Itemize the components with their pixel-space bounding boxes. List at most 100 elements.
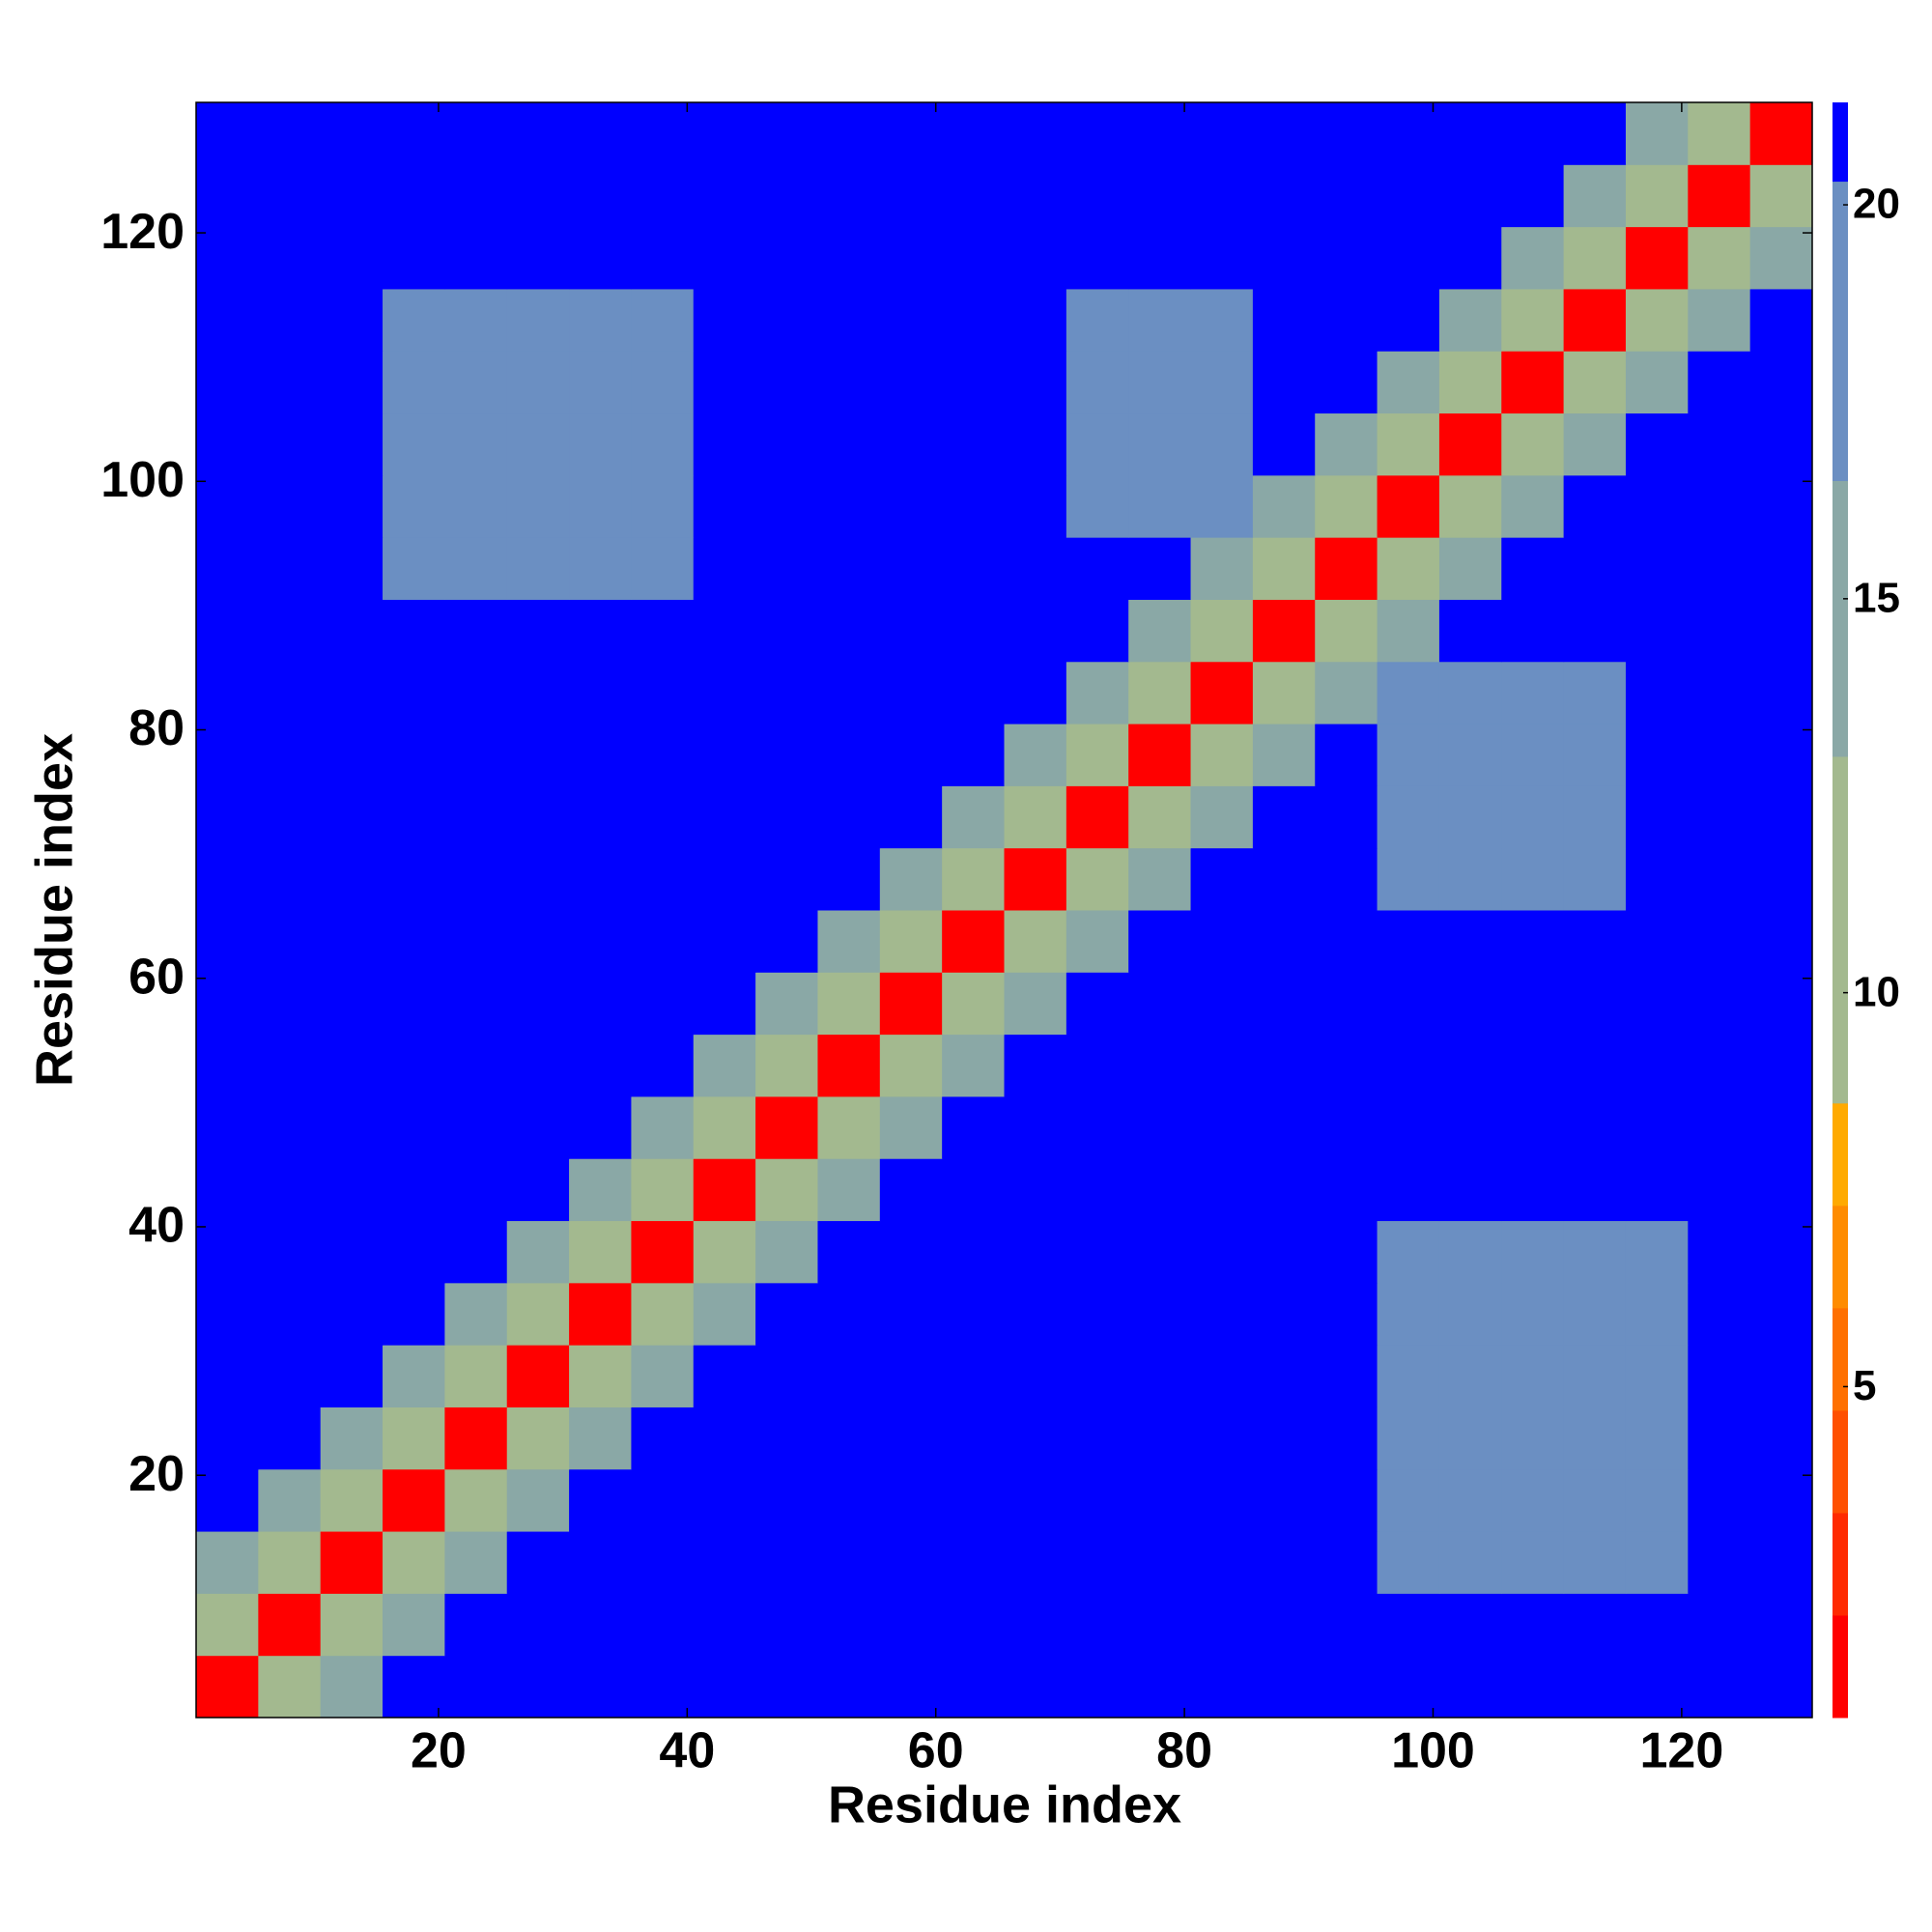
heatmap-cell bbox=[1625, 537, 1689, 600]
heatmap-cell bbox=[506, 972, 570, 1036]
x-tick-label: 120 bbox=[1639, 1723, 1723, 1779]
heatmap-cell bbox=[1004, 1282, 1067, 1346]
heatmap-cell bbox=[817, 1468, 881, 1532]
heatmap-cell bbox=[1438, 1034, 1502, 1097]
heatmap-cell bbox=[755, 1593, 818, 1657]
heatmap-cell bbox=[1625, 1158, 1689, 1222]
heatmap-cell bbox=[1563, 288, 1627, 352]
heatmap-cell bbox=[444, 1095, 508, 1159]
heatmap-cell bbox=[817, 1406, 881, 1470]
heatmap-cell bbox=[569, 1531, 632, 1594]
heatmap-cell bbox=[506, 537, 570, 600]
heatmap-cell bbox=[444, 288, 508, 352]
heatmap-cell bbox=[879, 724, 943, 786]
heatmap-cell bbox=[258, 474, 322, 538]
heatmap-cell bbox=[258, 1220, 322, 1284]
heatmap-cell bbox=[942, 1282, 1005, 1346]
heatmap-cell bbox=[320, 164, 384, 228]
heatmap-cell bbox=[1315, 164, 1378, 228]
heatmap-cell bbox=[258, 288, 322, 352]
heatmap-cell bbox=[506, 288, 570, 352]
heatmap-cell bbox=[1688, 1531, 1751, 1594]
heatmap-cell bbox=[879, 1034, 943, 1097]
heatmap-cell bbox=[879, 1406, 943, 1470]
heatmap-cell bbox=[942, 847, 1005, 911]
heatmap-cell bbox=[755, 537, 818, 600]
heatmap-cell bbox=[1315, 972, 1378, 1036]
heatmap-cell bbox=[444, 724, 508, 786]
heatmap-cell bbox=[817, 910, 881, 973]
heatmap-cell bbox=[1749, 1345, 1813, 1407]
colorbar-band bbox=[1833, 181, 1848, 481]
heatmap-cell bbox=[1128, 537, 1192, 600]
heatmap-cell bbox=[258, 1468, 322, 1532]
heatmap-cell bbox=[1190, 474, 1254, 538]
heatmap-cell bbox=[383, 1034, 445, 1097]
heatmap-cell bbox=[693, 847, 756, 911]
heatmap-cell bbox=[755, 226, 818, 290]
heatmap-cell bbox=[1190, 785, 1254, 849]
heatmap-cell bbox=[942, 412, 1005, 476]
heatmap-cell bbox=[1004, 972, 1067, 1036]
heatmap-cell bbox=[1252, 599, 1316, 663]
heatmap-cell bbox=[1315, 910, 1378, 973]
heatmap-cell bbox=[258, 661, 322, 724]
heatmap-cell bbox=[1688, 1220, 1751, 1284]
heatmap-cell bbox=[1128, 785, 1192, 849]
heatmap-cell bbox=[444, 102, 508, 165]
heatmap-cell bbox=[693, 1220, 756, 1284]
heatmap-cell bbox=[320, 785, 384, 849]
heatmap-cell bbox=[879, 1220, 943, 1284]
heatmap-cell bbox=[693, 1468, 756, 1532]
heatmap-cell bbox=[1065, 661, 1129, 724]
heatmap-cell bbox=[1128, 474, 1192, 538]
heatmap-cell bbox=[383, 599, 445, 663]
heatmap-cell bbox=[1688, 1345, 1751, 1407]
heatmap-cell bbox=[196, 1345, 259, 1407]
heatmap-cell bbox=[569, 1282, 632, 1346]
heatmap-cell bbox=[942, 1220, 1005, 1284]
heatmap-cell bbox=[1377, 599, 1440, 663]
heatmap-cell bbox=[506, 910, 570, 973]
heatmap-cell bbox=[1065, 910, 1129, 973]
heatmap-cell bbox=[569, 1406, 632, 1470]
heatmap-cell bbox=[942, 661, 1005, 724]
heatmap-cell bbox=[569, 412, 632, 476]
heatmap-cell bbox=[817, 164, 881, 228]
heatmap-cell bbox=[1563, 599, 1627, 663]
heatmap-cell bbox=[1749, 412, 1813, 476]
heatmap-cell bbox=[1501, 288, 1565, 352]
y-axis-title: Residue index bbox=[25, 733, 83, 1087]
heatmap-cell bbox=[942, 1593, 1005, 1657]
heatmap-cell bbox=[444, 164, 508, 228]
heatmap-cell bbox=[569, 910, 632, 973]
heatmap-cell bbox=[755, 1468, 818, 1532]
heatmap-cell bbox=[320, 1282, 384, 1346]
heatmap-cell bbox=[1377, 474, 1440, 538]
heatmap-cell bbox=[1128, 1095, 1192, 1159]
heatmap-cell bbox=[1501, 972, 1565, 1036]
heatmap-cell bbox=[817, 1158, 881, 1222]
heatmap-cell bbox=[1190, 599, 1254, 663]
heatmap-cell bbox=[1128, 1655, 1192, 1719]
heatmap-cell bbox=[631, 102, 695, 165]
heatmap-cell bbox=[1315, 412, 1378, 476]
heatmap-cell bbox=[196, 1406, 259, 1470]
heatmap-cell bbox=[320, 1593, 384, 1657]
heatmap-cell bbox=[1065, 1282, 1129, 1346]
y-tick-label: 20 bbox=[128, 1446, 185, 1502]
heatmap-cell bbox=[569, 1593, 632, 1657]
heatmap-cell bbox=[817, 226, 881, 290]
heatmap-cell bbox=[258, 351, 322, 414]
heatmap-cell bbox=[1377, 1158, 1440, 1222]
heatmap-cell bbox=[817, 351, 881, 414]
heatmap-cell bbox=[1563, 1158, 1627, 1222]
heatmap-cell bbox=[383, 164, 445, 228]
heatmap-cell bbox=[1252, 1220, 1316, 1284]
heatmap-cell bbox=[755, 661, 818, 724]
heatmap-cell bbox=[1688, 226, 1751, 290]
heatmap-cell bbox=[631, 661, 695, 724]
heatmap-cell bbox=[1625, 1345, 1689, 1407]
heatmap-cell bbox=[817, 1531, 881, 1594]
heatmap-cell bbox=[1501, 599, 1565, 663]
